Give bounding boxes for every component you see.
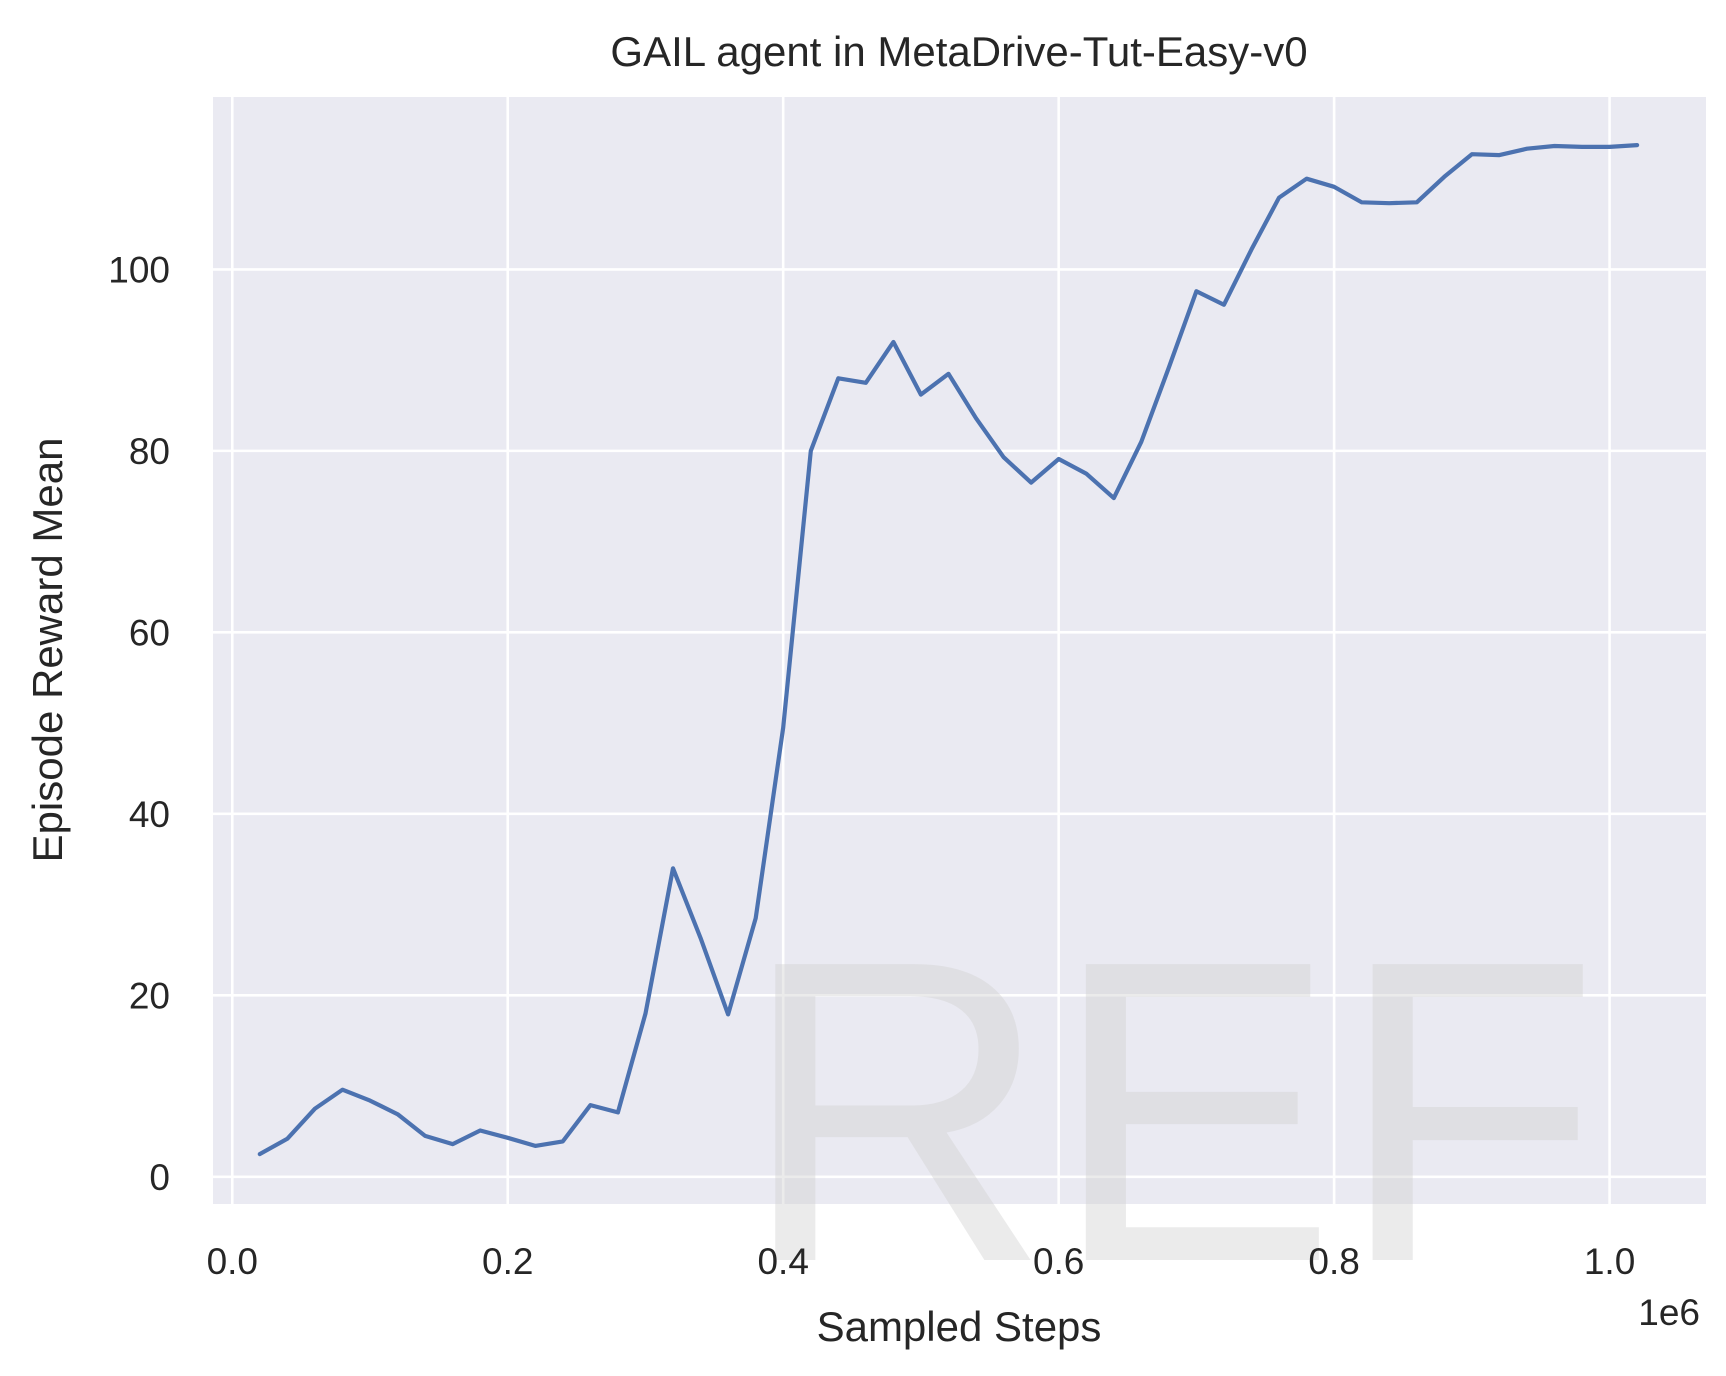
y-tick-labels: 0 20 40 60 80 100 bbox=[108, 249, 170, 1197]
plot-area bbox=[213, 97, 1706, 1204]
watermark: REF bbox=[740, 872, 1600, 1352]
x-axis-label: Sampled Steps bbox=[817, 1303, 1102, 1350]
y-tick-label: 60 bbox=[129, 612, 170, 653]
series-line bbox=[257, 143, 1640, 1157]
y-tick-label: 0 bbox=[149, 1157, 170, 1198]
x-tick-label: 0.0 bbox=[207, 1241, 258, 1282]
x-tick-label: 0.4 bbox=[757, 1241, 808, 1282]
x-tick-label: 0.2 bbox=[482, 1241, 533, 1282]
y-axis-label: Episode Reward Mean bbox=[24, 438, 71, 863]
y-tick-label: 20 bbox=[129, 975, 170, 1016]
chart-title: GAIL agent in MetaDrive-Tut-Easy-v0 bbox=[610, 28, 1307, 75]
y-tick-label: 40 bbox=[129, 794, 170, 835]
y-tick-label: 80 bbox=[129, 431, 170, 472]
gridlines bbox=[213, 97, 1706, 1204]
x-tick-labels: 0.0 0.2 0.4 0.6 0.8 1.0 bbox=[207, 1241, 1636, 1282]
x-tick-label: 0.8 bbox=[1308, 1241, 1359, 1282]
y-tick-label: 100 bbox=[108, 249, 170, 290]
series-group bbox=[257, 143, 1640, 1157]
x-tick-label: 1.0 bbox=[1584, 1241, 1635, 1282]
x-tick-label: 0.6 bbox=[1033, 1241, 1084, 1282]
x-offset-label: 1e6 bbox=[1638, 1292, 1700, 1333]
